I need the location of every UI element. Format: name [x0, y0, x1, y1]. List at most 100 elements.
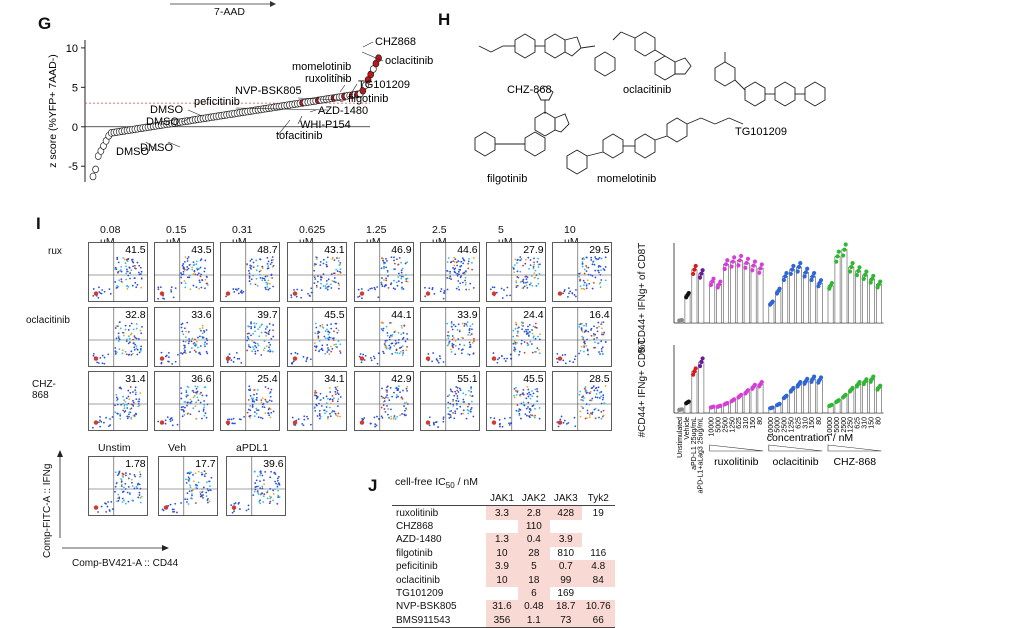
event-dot — [121, 491, 124, 493]
event-dot — [195, 487, 198, 489]
event-dot — [600, 269, 603, 272]
event-dot — [134, 264, 136, 267]
event-dot — [583, 340, 586, 343]
ic50-value: 18 — [517, 573, 550, 587]
event-dot — [330, 350, 333, 353]
concentration-tick: 80 — [816, 417, 823, 425]
event-dot — [325, 261, 328, 264]
event-dot — [140, 277, 143, 280]
ic50-value: 3.3 — [486, 505, 518, 520]
ic50-value: 66 — [581, 613, 615, 628]
event-dot — [272, 324, 275, 326]
event-dot — [398, 272, 400, 275]
event-dot — [135, 286, 138, 289]
top-chart-point — [856, 268, 861, 274]
event-dot — [203, 386, 206, 389]
event-dot — [520, 342, 523, 345]
event-dot — [134, 336, 137, 339]
event-dot — [532, 325, 535, 328]
event-dot — [123, 399, 126, 402]
event-dot — [157, 420, 160, 423]
event-dot — [255, 269, 258, 272]
event-dot — [327, 416, 329, 418]
event-dot — [383, 408, 386, 410]
event-dot — [556, 352, 559, 355]
event-dot — [583, 387, 586, 390]
event-dot — [457, 280, 460, 282]
event-dot — [182, 273, 185, 276]
event-dot — [598, 271, 600, 274]
event-dot — [320, 278, 322, 281]
event-dot — [586, 412, 589, 415]
top-chart-bar — [709, 281, 716, 324]
event-dot — [468, 327, 471, 330]
event-dot — [126, 288, 129, 290]
event-dot — [333, 277, 336, 279]
flow-plot: 32.8 — [88, 307, 148, 367]
ic50-value: 0.4 — [517, 533, 550, 547]
event-dot — [184, 286, 187, 289]
event-dot — [460, 275, 463, 278]
event-dot — [524, 275, 527, 278]
event-dot — [257, 409, 260, 412]
event-dot — [337, 398, 340, 400]
event-dot — [117, 335, 120, 338]
event-dot — [515, 323, 518, 326]
event-dot — [303, 418, 306, 421]
event-dot — [300, 296, 303, 299]
event-dot — [308, 294, 311, 297]
event-dot — [531, 405, 534, 408]
event-dot — [250, 258, 253, 261]
event-dot — [380, 267, 383, 270]
top-chart-bar — [862, 274, 868, 324]
event-dot — [585, 390, 588, 392]
event-dot — [460, 352, 463, 355]
bottom-chart-point — [784, 393, 789, 398]
event-dot — [209, 485, 211, 487]
event-dot — [399, 391, 401, 393]
event-dot — [172, 296, 175, 299]
event-dot — [180, 352, 182, 354]
event-dot — [122, 402, 125, 405]
event-dot — [338, 284, 341, 286]
event-dot — [261, 265, 264, 268]
event-dot — [268, 502, 271, 505]
event-dot — [138, 471, 141, 473]
event-dot — [252, 397, 255, 400]
event-dot — [317, 336, 320, 339]
point-label: tofacitinib — [276, 130, 322, 142]
event-dot — [396, 389, 399, 392]
event-dot — [446, 261, 449, 263]
event-dot — [195, 391, 197, 394]
event-dot — [517, 276, 520, 279]
event-dot — [272, 329, 274, 332]
chz868-structure — [478, 33, 616, 77]
bottom-chart-bar — [862, 381, 868, 414]
point-label: DMSO — [116, 146, 149, 158]
event-dot — [324, 330, 327, 332]
event-dot — [192, 261, 195, 264]
flow-plot: 43.5 — [154, 242, 214, 302]
event-dot — [500, 354, 503, 357]
event-dot — [169, 420, 172, 423]
event-dot — [538, 417, 541, 420]
event-dot — [106, 505, 109, 508]
top-chart-point — [697, 275, 703, 280]
event-dot — [267, 333, 270, 336]
event-dot — [387, 286, 390, 289]
event-dot — [470, 406, 473, 409]
event-dot — [201, 324, 204, 327]
event-dot — [443, 292, 446, 294]
event-dot — [186, 501, 188, 503]
event-dot — [103, 356, 106, 359]
event-dot — [326, 351, 329, 353]
event-dot — [319, 392, 322, 395]
event-dot — [233, 502, 236, 505]
event-dot — [586, 391, 588, 394]
event-dot — [277, 475, 280, 478]
event-dot — [181, 330, 184, 333]
event-dot — [117, 337, 120, 339]
top-chart-point — [777, 286, 782, 291]
event-dot — [452, 411, 455, 414]
compound-name: peficitinib — [396, 561, 438, 573]
